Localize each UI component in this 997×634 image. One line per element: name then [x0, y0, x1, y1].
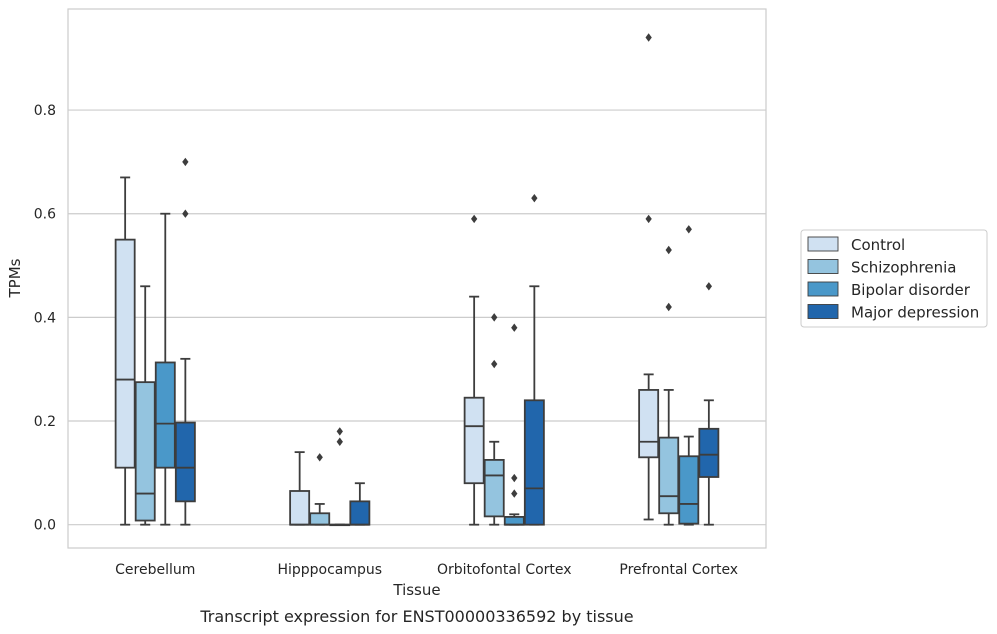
outlier-point	[491, 313, 498, 322]
box	[463, 214, 485, 526]
legend-swatch	[807, 236, 839, 252]
outlier-point	[705, 282, 713, 291]
legend-swatch	[807, 281, 839, 297]
category-group	[463, 193, 545, 526]
box-body	[114, 238, 136, 469]
outlier-point	[336, 437, 343, 446]
outlier-point	[665, 245, 672, 255]
y-tick-label: 0.6	[34, 207, 56, 223]
y-tick-label: 0.8	[34, 103, 56, 119]
category-group	[114, 157, 196, 526]
legend-label: Control	[851, 236, 905, 254]
box-body	[638, 389, 660, 459]
y-axis-ticks: 0.0 0.2 0.4 0.6 0.8	[34, 103, 56, 534]
outlier-point	[336, 427, 343, 436]
x-axis-ticks: Cerebellum Hipppocampus Orbitofontal Corte…	[115, 562, 738, 578]
box-body	[289, 490, 311, 526]
box	[309, 453, 331, 526]
box-body	[174, 421, 196, 503]
outlier-point	[511, 473, 518, 483]
outlier-point	[470, 214, 478, 224]
category-group	[289, 427, 371, 527]
box	[349, 482, 371, 526]
box-body	[154, 361, 176, 469]
box	[658, 245, 680, 526]
box	[503, 323, 525, 526]
outlier-point	[491, 359, 498, 369]
box	[483, 313, 505, 526]
legend-label: Major depression	[851, 304, 979, 322]
outlier-point	[511, 489, 518, 498]
box	[523, 193, 545, 526]
box-body	[698, 427, 720, 478]
outlier-point	[511, 323, 518, 332]
box-body	[658, 436, 680, 515]
outlier-point	[316, 453, 323, 462]
outlier-point	[685, 225, 692, 234]
outlier-point	[182, 209, 189, 218]
y-tick-label: 0.2	[34, 414, 56, 430]
x-tick-label: Hipppocampus	[277, 562, 382, 578]
box-body	[503, 516, 525, 526]
y-tick-label: 0.4	[34, 310, 56, 326]
category-group	[638, 33, 720, 526]
y-axis-title: TPMs	[6, 258, 24, 298]
box	[678, 225, 700, 526]
plot-frame	[67, 8, 767, 549]
outlier-point	[182, 157, 189, 167]
legend-frame	[800, 229, 988, 328]
box-body	[523, 399, 545, 526]
box-groups	[114, 33, 720, 527]
box	[154, 212, 176, 526]
x-tick-label: Orbitofontal Cortex	[437, 562, 572, 578]
box-body	[463, 396, 485, 485]
x-tick-label: Prefrontal Cortex	[619, 562, 738, 578]
box	[134, 285, 156, 526]
box	[289, 451, 311, 526]
box	[174, 157, 196, 526]
x-axis-title: Tissue	[392, 581, 440, 599]
legend: Control Schizophrenia Bipolar disorder Majo…	[800, 229, 988, 328]
box-body	[483, 458, 505, 518]
box-body	[678, 455, 700, 525]
box	[114, 176, 136, 526]
box-body	[349, 500, 371, 526]
legend-label: Schizophrenia	[851, 259, 956, 277]
legend-label: Bipolar disorder	[851, 281, 971, 299]
chart-caption: Transcript expression for ENST0000033659…	[199, 607, 633, 626]
outlier-point	[531, 193, 538, 203]
legend-swatch	[807, 304, 839, 319]
legend-swatch	[807, 259, 839, 274]
outlier-point	[665, 302, 672, 312]
box-body	[134, 381, 156, 522]
box	[638, 33, 660, 521]
outlier-point	[645, 33, 652, 42]
box	[698, 282, 720, 526]
box-body	[309, 512, 331, 526]
box	[329, 427, 351, 527]
x-tick-label: Cerebellum	[115, 562, 195, 578]
y-tick-label: 0.0	[34, 518, 56, 534]
outlier-point	[645, 214, 652, 224]
